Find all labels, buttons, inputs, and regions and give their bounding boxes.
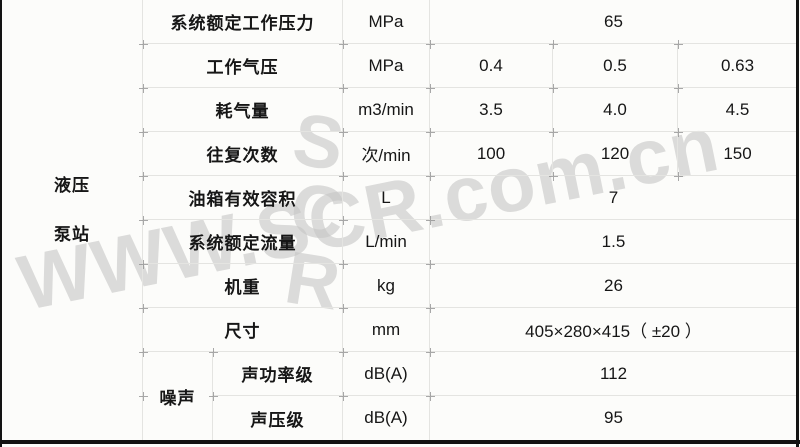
value-cell: 112 (430, 352, 797, 396)
spec-label: 工作气压 (143, 44, 343, 88)
group-label-line: 泵站 (54, 225, 90, 244)
value-cell: 120 (553, 132, 678, 176)
value-cell: 0.63 (678, 44, 797, 88)
spec-label: 耗气量 (143, 88, 343, 132)
unit-cell: 次/min (343, 132, 430, 176)
value-cell: 1.5 (430, 220, 797, 264)
group-label-hydraulic-pump-station: 液压 泵站 (2, 0, 143, 440)
value-cell: 405×280×415（ ±20 ） (430, 308, 797, 352)
value-cell: 0.5 (553, 44, 678, 88)
value-cell: 150 (678, 132, 797, 176)
unit-cell: mm (343, 308, 430, 352)
spec-table: 液压 泵站 系统额定工作压力 MPa 65 工作气压 MPa 0.4 0.5 0… (2, 0, 797, 440)
value-cell: 95 (604, 408, 623, 427)
value-cell: 100 (430, 132, 553, 176)
value-cell: 65 (430, 0, 797, 44)
unit-cell: kg (343, 264, 430, 308)
spec-label: 声压级 (213, 396, 343, 440)
value-cell: 4.0 (553, 88, 678, 132)
group-label-noise: 噪声 (143, 352, 213, 440)
spec-label: 机重 (143, 264, 343, 308)
unit-cell: MPa (343, 0, 430, 44)
unit-cell: L/min (343, 220, 430, 264)
group-label-line: 液压 (54, 176, 90, 195)
table-border-bottom (0, 440, 800, 444)
table-border-left (0, 0, 2, 447)
unit-cell: MPa (343, 44, 430, 88)
table-border-right (796, 0, 799, 447)
unit-cell: dB(A) (343, 396, 430, 440)
value-cell: 7 (430, 176, 797, 220)
value-cell: 3.5 (430, 88, 553, 132)
value-cell: 4.5 (678, 88, 797, 132)
value-cell: 26 (430, 264, 797, 308)
unit-cell: m3/min (343, 88, 430, 132)
spec-label: 油箱有效容积 (143, 176, 343, 220)
spec-label: 系统额定流量 (143, 220, 343, 264)
unit-cell: L (343, 176, 430, 220)
value-cell: 0.4 (430, 44, 553, 88)
spec-label: 尺寸 (143, 308, 343, 352)
unit-cell: dB(A) (343, 352, 430, 396)
spec-label: 系统额定工作压力 (143, 0, 343, 44)
spec-label: 往复次数 (143, 132, 343, 176)
spec-label: 声功率级 (213, 352, 343, 396)
